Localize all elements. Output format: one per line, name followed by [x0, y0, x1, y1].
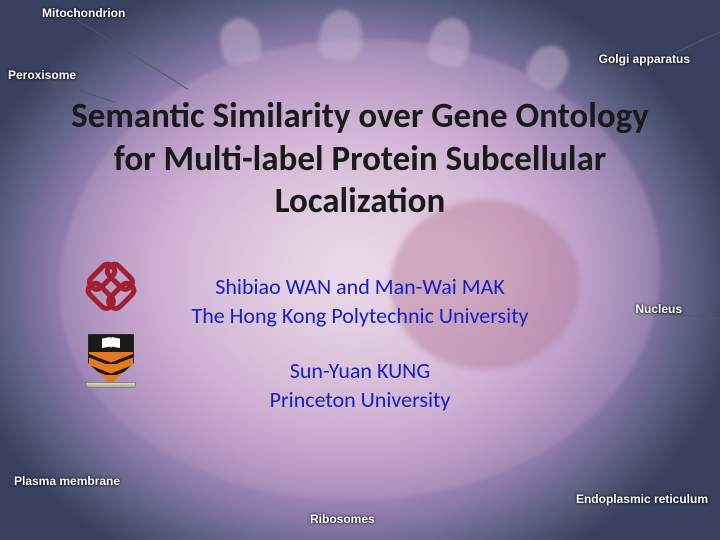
- slide-content: Semantic Similarity over Gene Ontology f…: [0, 0, 720, 540]
- slide-title-block: Semantic Similarity over Gene Ontology f…: [0, 95, 720, 223]
- polyu-logo-icon: [82, 258, 140, 316]
- slide-title: Semantic Similarity over Gene Ontology f…: [60, 95, 660, 223]
- princeton-shield-icon: [84, 334, 138, 394]
